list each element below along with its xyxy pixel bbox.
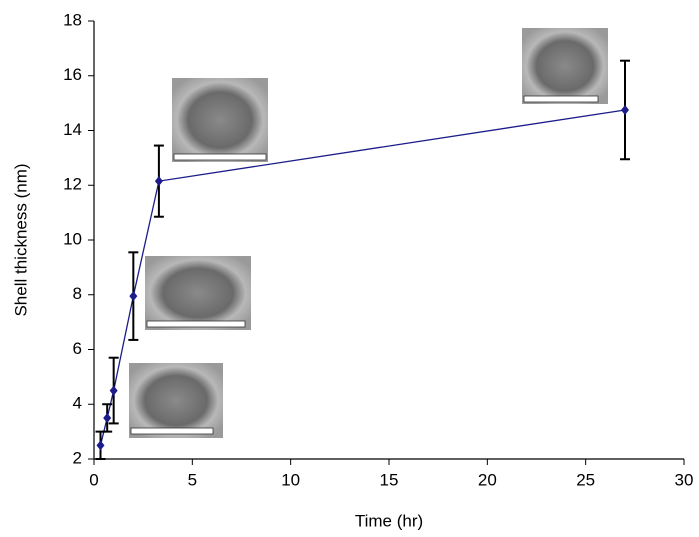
tem-insets [129,28,608,438]
marker [109,385,118,396]
x-tick-label: 25 [576,470,595,489]
inset-image [129,363,223,438]
y-tick-label: 6 [73,339,82,358]
y-tick-label: 2 [73,448,82,467]
x-tick-label: 20 [478,470,497,489]
marker [621,104,629,115]
x-axis-label: Time (hr) [355,511,423,530]
y-tick-label: 8 [73,284,82,303]
inset-image [522,28,608,104]
y-tick-label: 4 [73,394,82,413]
inset-image [145,256,251,330]
x-tick-label: 5 [188,470,197,489]
y-tick-label: 12 [63,175,82,194]
y-tick-label: 18 [63,10,82,29]
x-tick-label: 15 [380,470,399,489]
marker [96,440,105,451]
scale-bar [146,320,246,328]
inset-image [172,78,268,162]
marker [103,412,112,423]
marker [129,291,138,302]
marker [154,176,163,187]
data-line [99,109,626,446]
scale-bar [173,153,267,161]
y-tick-label: 10 [63,229,82,248]
y-tick-label: 16 [63,65,82,84]
x-tick-label: 10 [281,470,300,489]
y-tick-label: 14 [63,120,82,139]
scale-bar [523,95,599,103]
scale-bar [130,427,214,435]
y-axis-label: Shell thickness (nm) [11,163,30,316]
x-tick-label: 0 [89,470,98,489]
x-tick-label: 30 [675,470,694,489]
